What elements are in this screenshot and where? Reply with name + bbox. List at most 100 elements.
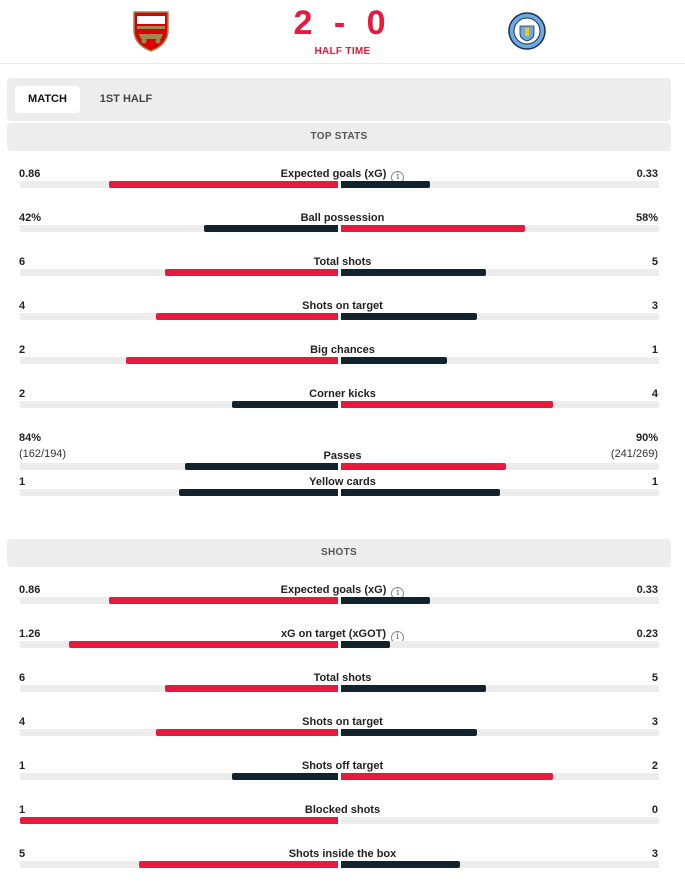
stat-label-text: Blocked shots	[304, 804, 381, 816]
home-bar-track	[20, 401, 338, 408]
home-bar-fill	[204, 225, 338, 232]
match-period: HALF TIME	[314, 46, 371, 57]
home-bar-track	[20, 641, 338, 648]
home-stat-value: 4	[19, 300, 26, 312]
away-bar-fill	[341, 489, 500, 496]
stat-label-text: Shots on target	[302, 716, 383, 728]
stat-row: 0.86 0.33 Expected goals (xG) i	[0, 584, 685, 624]
home-bar-fill	[156, 313, 338, 320]
away-bar-track	[341, 357, 659, 364]
home-stat-value: 1	[19, 476, 26, 488]
stat-row: 6 5 Total shots	[0, 256, 685, 296]
away-stat-value: 58%	[635, 212, 658, 224]
stat-label-text: Ball possession	[300, 212, 385, 224]
away-bar-track	[341, 313, 659, 320]
stat-row: 1.26 0.23 xG on target (xGOT) i	[0, 628, 685, 668]
away-bar-track	[341, 641, 659, 648]
stat-label: Shots on target	[0, 716, 685, 728]
away-bar-fill	[341, 357, 447, 364]
home-bar-fill	[232, 401, 338, 408]
away-bar-track	[341, 463, 659, 470]
away-stat-value: 0	[651, 804, 658, 816]
home-bar-track	[20, 181, 338, 188]
away-stat-value: 4	[651, 388, 658, 400]
away-stat-value: 1	[651, 476, 658, 488]
away-stat-value: 3	[651, 716, 658, 728]
home-stat-value: 2	[19, 388, 26, 400]
stat-label-text: Corner kicks	[309, 388, 376, 400]
stat-label: xG on target (xGOT) i	[0, 628, 685, 644]
home-bar-fill	[109, 597, 338, 604]
away-bar-fill	[341, 597, 430, 604]
away-bar-track	[341, 225, 659, 232]
stat-label-text: Big chances	[310, 344, 375, 356]
away-stat-value: 3	[651, 300, 658, 312]
home-bar-track	[20, 817, 338, 824]
stat-label-text: Expected goals (xG)	[280, 584, 387, 596]
manchester-city-crest-icon[interactable]	[507, 10, 547, 52]
stat-label: Total shots	[0, 256, 685, 268]
home-bar-fill	[185, 463, 338, 470]
home-bar-track	[20, 489, 338, 496]
stat-label-text: Expected goals (xG)	[280, 168, 387, 180]
section-header-shots: SHOTS	[7, 539, 671, 567]
stat-row: 42% 58% Ball possession	[0, 212, 685, 252]
away-bar-track	[341, 181, 659, 188]
stat-row: 4 3 Shots on target	[0, 716, 685, 756]
stat-row: 84% 90% (162/194) (241/269) Passes	[0, 432, 685, 472]
stat-row: 2 4 Corner kicks	[0, 388, 685, 428]
home-stat-value: 42%	[19, 212, 42, 224]
arsenal-crest-icon[interactable]	[131, 10, 171, 52]
stat-label-text: Shots off target	[301, 760, 384, 772]
stat-label: Corner kicks	[0, 388, 685, 400]
home-stat-detail: (162/194)	[19, 448, 67, 460]
away-stat-value: 0.33	[636, 168, 658, 180]
away-bar-track	[341, 817, 659, 824]
away-stat-value: 0.33	[636, 584, 658, 596]
stat-label-text: Total shots	[313, 256, 372, 268]
away-bar-track	[341, 269, 659, 276]
home-stat-value: 4	[19, 716, 26, 728]
tab-1st-half[interactable]: 1ST HALF	[99, 93, 153, 105]
stat-label: Total shots	[0, 672, 685, 684]
stat-label: Yellow cards	[0, 476, 685, 488]
away-stat-value: 3	[651, 848, 658, 860]
away-stat-value: 90%	[635, 432, 658, 444]
home-bar-fill	[126, 357, 338, 364]
stat-label-text: Yellow cards	[309, 476, 376, 488]
stat-row: 4 3 Shots on target	[0, 300, 685, 340]
home-bar-fill	[156, 729, 338, 736]
section-header-top-stats: TOP STATS	[7, 123, 671, 151]
away-bar-track	[341, 773, 659, 780]
home-stat-value: 1	[19, 760, 26, 772]
home-bar-fill	[179, 489, 338, 496]
stat-label-text: Passes	[323, 450, 362, 462]
away-bar-track	[341, 861, 659, 868]
stat-label-text: Shots on target	[302, 300, 383, 312]
home-stat-value: 6	[19, 256, 26, 268]
away-bar-fill	[341, 861, 460, 868]
stat-row: 5 3 Shots inside the box	[0, 848, 685, 888]
away-bar-fill	[341, 641, 390, 648]
away-stat-value: 5	[651, 672, 658, 684]
stat-label: Passes	[0, 450, 685, 462]
away-bar-fill	[341, 773, 553, 780]
home-bar-fill	[109, 181, 338, 188]
away-bar-fill	[341, 181, 430, 188]
away-bar-track	[341, 685, 659, 692]
stat-label: Shots off target	[0, 760, 685, 772]
stat-row: 0.86 0.33 Expected goals (xG) i	[0, 168, 685, 208]
away-bar-track	[341, 597, 659, 604]
home-stat-value: 2	[19, 344, 26, 356]
away-bar-track	[341, 401, 659, 408]
period-tabs: MATCH 1ST HALF	[7, 78, 671, 121]
home-bar-fill	[69, 641, 338, 648]
away-bar-track	[341, 729, 659, 736]
home-bar-fill	[20, 817, 338, 824]
stat-row: 2 1 Big chances	[0, 344, 685, 384]
tab-match[interactable]: MATCH	[15, 86, 80, 113]
stat-row: 1 2 Shots off target	[0, 760, 685, 800]
home-stat-value: 1.26	[19, 628, 41, 640]
match-header: 2 - 0 HALF TIME	[0, 0, 685, 64]
away-bar-fill	[341, 401, 553, 408]
